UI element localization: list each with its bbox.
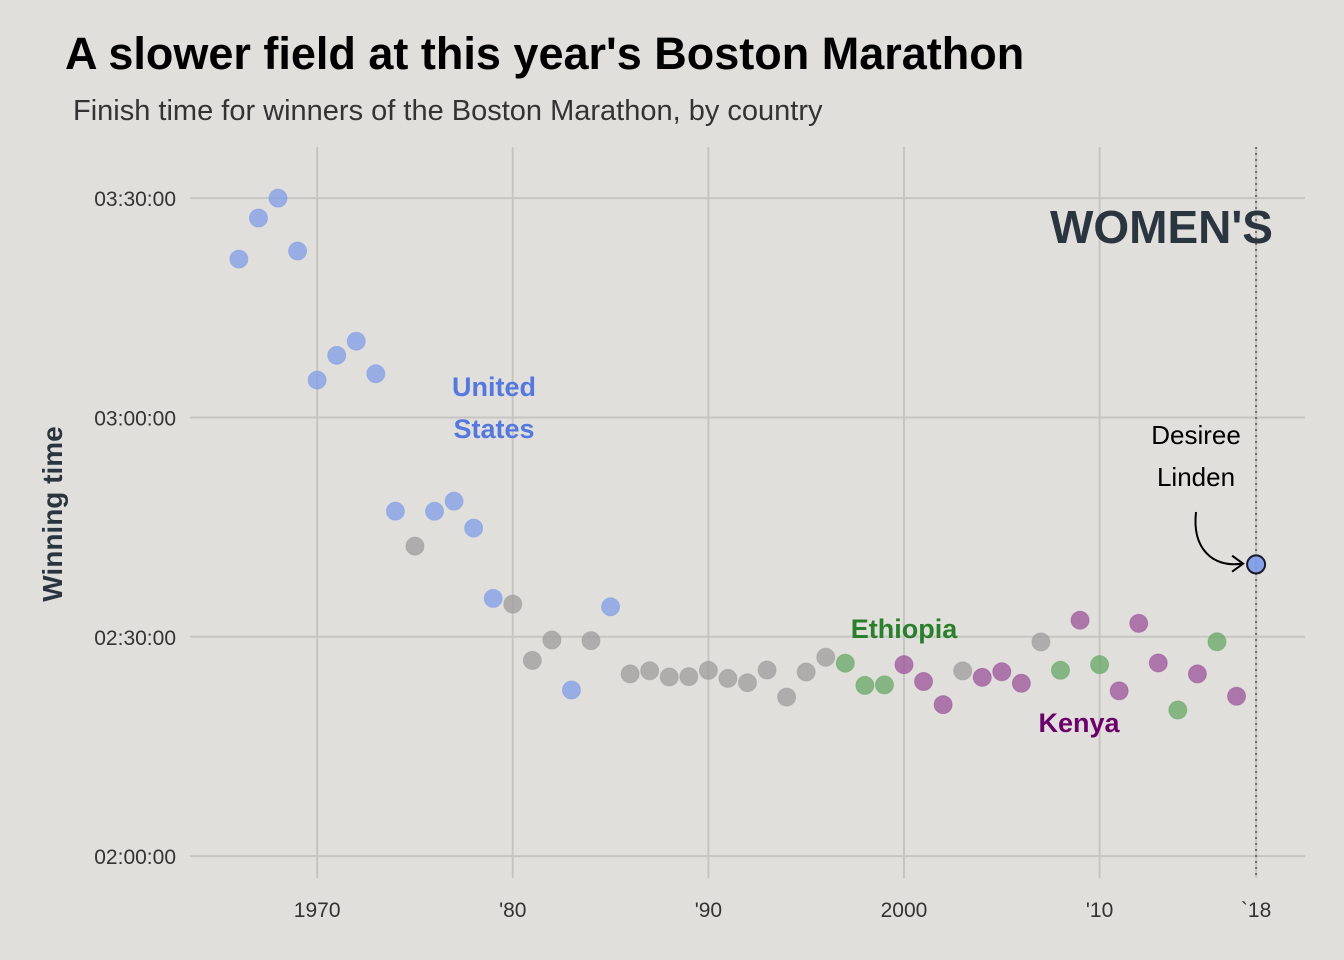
data-point: [307, 370, 327, 390]
data-point: [874, 675, 894, 695]
data-point: [796, 662, 816, 682]
data-point: [1246, 554, 1267, 575]
data-point: [1070, 610, 1090, 630]
data-point: [972, 667, 992, 687]
data-point: [679, 667, 699, 687]
data-point: [425, 501, 445, 521]
data-point: [698, 660, 718, 680]
x-tick-label: 1970: [294, 899, 341, 922]
data-point: [1031, 632, 1051, 652]
data-point: [757, 660, 777, 680]
data-point: [620, 664, 640, 684]
y-tick-label: 03:30:00: [94, 188, 176, 211]
x-tick-label: `18: [1241, 899, 1271, 922]
annotation-label: Linden: [1157, 462, 1235, 492]
data-point: [248, 208, 268, 228]
data-point: [738, 673, 757, 693]
data-point: [1050, 660, 1070, 680]
data-point: [503, 594, 523, 614]
data-point: [405, 536, 425, 556]
data-point: [1011, 673, 1031, 693]
data-point: [229, 249, 249, 269]
data-point: [1227, 686, 1247, 706]
data-point: [1207, 632, 1227, 652]
group-labels: United States Ethiopia Kenya: [452, 372, 1121, 738]
x-tick-label: 2000: [881, 899, 928, 922]
y-tick-label: 02:00:00: [94, 846, 176, 869]
x-tick-label: '10: [1086, 899, 1113, 922]
group-label: States: [453, 414, 534, 444]
data-point: [1109, 681, 1129, 701]
data-point: [561, 680, 581, 700]
data-point: [522, 650, 542, 670]
data-point: [483, 588, 503, 608]
annotation-arrowhead: [1231, 554, 1245, 573]
annotation-label: Desiree: [1151, 420, 1241, 450]
grid-lines: [190, 147, 1305, 878]
annotation-arrow: [1194, 511, 1243, 566]
data-point: [777, 687, 797, 707]
data-point: [581, 631, 601, 651]
data-point: [385, 501, 405, 521]
group-label: United: [452, 372, 536, 402]
data-point: [914, 671, 934, 691]
data-point: [1168, 700, 1188, 720]
y-axis-label: Winning time: [37, 426, 68, 602]
data-point: [659, 667, 679, 687]
data-point: [464, 518, 484, 538]
data-point: [1129, 613, 1149, 633]
data-point: [1090, 655, 1110, 675]
data-point: [933, 695, 953, 715]
data-point: [894, 655, 914, 675]
data-points: [229, 188, 1267, 720]
annotation: Desiree Linden: [1151, 420, 1245, 573]
data-point: [640, 661, 660, 681]
data-point: [718, 668, 738, 688]
x-tick-label: '90: [695, 899, 722, 922]
y-tick-label: 02:30:00: [94, 627, 176, 650]
data-point: [346, 331, 366, 351]
data-point: [835, 653, 855, 673]
data-point: [601, 597, 621, 617]
data-point: [1148, 653, 1168, 673]
y-tick-label: 03:00:00: [94, 407, 176, 430]
data-point: [855, 675, 875, 695]
group-label: Ethiopia: [851, 614, 958, 644]
data-point: [366, 364, 386, 384]
axis-ticks: 02:00:00 02:30:00 03:00:00 03:30:00 1970 '80 '…: [94, 188, 1271, 922]
data-point: [816, 647, 836, 667]
data-point: [327, 345, 347, 365]
data-point: [542, 630, 562, 650]
data-point: [268, 188, 288, 208]
x-tick-label: '80: [499, 899, 526, 922]
data-point: [288, 241, 308, 261]
data-point: [992, 662, 1012, 682]
data-point: [444, 491, 464, 511]
group-label: Kenya: [1038, 708, 1120, 738]
chart-subtitle: Finish time for winners of the Boston Ma…: [73, 95, 823, 127]
data-point: [1187, 664, 1207, 684]
chart-title: A slower field at this year's Boston Mar…: [65, 28, 1025, 79]
data-point: [953, 661, 973, 681]
panel-label: WOMEN'S: [1050, 201, 1273, 253]
